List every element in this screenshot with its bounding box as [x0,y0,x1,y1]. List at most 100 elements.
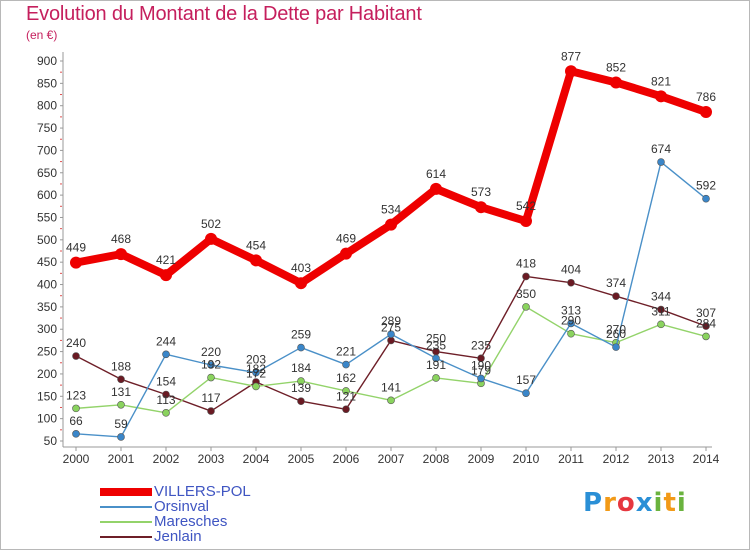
data-label: 418 [516,256,536,270]
data-point [342,387,350,395]
data-point [477,374,485,383]
y-tick-label: 100 [37,412,57,426]
data-point [387,336,395,345]
line-chart: 50 100 150 200 250 300 350 400 450 500 550 600 650 70… [37,49,720,466]
data-point [430,182,442,195]
data-label: 244 [156,334,176,348]
legend-label: Jenlain [154,528,202,545]
y-tick-label: 450 [37,255,57,269]
data-label: 179 [471,363,491,377]
data-point [252,368,260,377]
data-point [72,430,80,438]
data-label: 260 [606,327,626,341]
data-label: 188 [111,359,131,373]
data-label: 139 [291,381,311,395]
data-label: 235 [426,338,446,352]
data-point [432,354,440,363]
data-point [162,350,170,359]
data-point [522,272,530,281]
legend-label: VILLERS-POL [154,483,251,500]
data-label: 614 [426,167,446,181]
series-line-villers-pol [75,67,708,288]
data-point [522,303,530,311]
data-point [72,404,80,413]
x-tick-label: 2003 [198,452,225,466]
x-tick-label: 2013 [648,452,675,466]
data-point [702,322,710,330]
data-point [117,433,125,441]
data-label: 157 [516,373,536,387]
data-label: 250 [426,332,446,346]
data-point [610,76,622,89]
legend-swatch [100,536,152,538]
x-tick-label: 2014 [693,452,720,466]
legend-label: Maresches [154,513,228,530]
data-label: 454 [246,238,266,252]
data-point [657,158,665,166]
data-point [657,305,665,314]
data-label: 289 [381,314,401,328]
data-label: 121 [336,389,356,403]
y-tick-label: 50 [44,434,58,448]
data-label: 534 [381,203,401,217]
data-point [162,409,170,417]
y-tick-label: 800 [37,99,57,113]
data-label: 449 [66,241,86,255]
legend-item: Jenlain [100,528,300,545]
data-point [657,320,665,329]
data-point [432,374,440,382]
data-point [342,360,350,369]
y-tick-label: 250 [37,345,57,359]
data-label: 821 [651,74,671,88]
data-label: 192 [201,358,221,372]
legend-item: VILLERS-POL [100,483,300,500]
data-label: 592 [696,179,716,193]
data-label: 311 [651,304,670,318]
data-point [700,105,712,118]
data-label: 350 [516,287,536,301]
data-label: 66 [69,414,83,428]
data-label: 172 [246,366,266,380]
x-tick-label: 2006 [333,452,360,466]
data-label: 240 [66,336,86,350]
y-tick-label: 850 [37,76,57,90]
data-label: 313 [561,303,581,317]
x-tick-label: 2008 [423,452,450,466]
data-label: 284 [696,316,716,330]
data-label: 59 [114,417,128,431]
data-point [565,65,577,78]
data-label: 469 [336,232,356,246]
data-label: 203 [246,353,266,367]
data-label: 403 [291,261,311,275]
data-point [612,292,620,300]
legend-swatch [100,488,152,496]
data-point [117,400,125,409]
data-point [385,218,397,231]
y-tick-label: 500 [37,233,57,247]
proxiti-logo: Proxiti [583,488,687,518]
data-label: 220 [201,345,221,359]
data-point [295,277,307,290]
chart-unit: (en €) [26,28,58,42]
data-point [252,382,260,391]
data-label: 468 [111,232,131,246]
y-tick-label: 200 [37,367,57,381]
data-label: 275 [381,320,401,334]
data-label: 344 [651,290,671,304]
data-point [250,254,262,267]
data-label: 542 [516,199,536,213]
data-point [567,329,575,338]
x-tick-label: 2012 [603,452,630,466]
data-label: 674 [651,142,671,156]
data-label: 190 [471,358,491,372]
data-label: 877 [561,49,581,63]
y-tick-label: 400 [37,278,57,292]
data-point [387,330,395,338]
data-label: 123 [66,388,86,402]
y-tick-label: 300 [37,322,57,336]
data-point [162,390,170,399]
data-label: 191 [426,358,446,372]
x-tick-label: 2010 [513,452,540,466]
data-point [702,194,710,203]
